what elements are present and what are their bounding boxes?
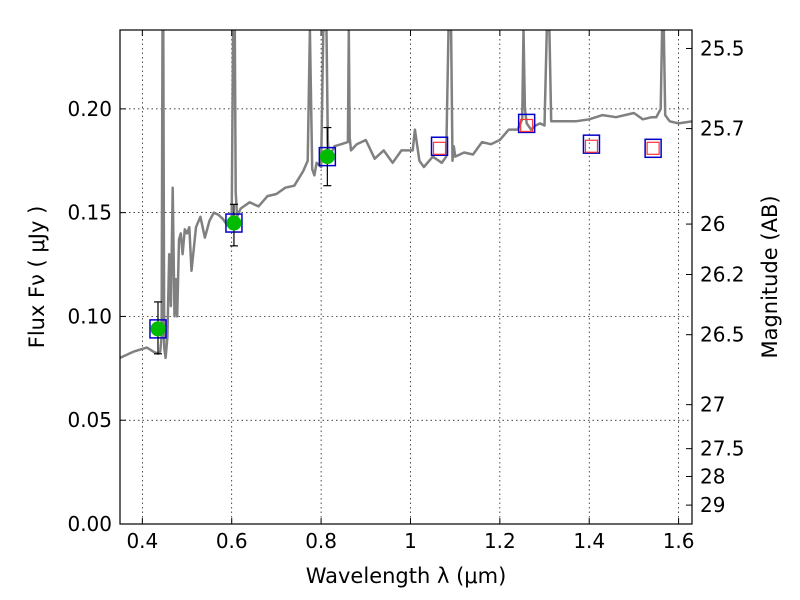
blue-square-marker — [517, 113, 536, 134]
right-tick-label: 26.2 — [700, 263, 745, 287]
x-tick-label: 1 — [404, 529, 417, 553]
green-circle-marker — [226, 215, 242, 231]
y-tick-label: 0.10 — [67, 304, 112, 328]
right-tick-label: 28 — [700, 464, 725, 488]
red-square-marker — [432, 141, 447, 155]
y-tick-label: 0.00 — [67, 512, 112, 536]
x-tick-label: 1.2 — [484, 529, 516, 553]
y-tick-label: 0.15 — [67, 201, 112, 225]
right-tick-label: 29 — [700, 493, 725, 517]
spectrum-line — [120, 30, 692, 360]
right-axis-label: Magnitude (AB) — [758, 195, 782, 358]
y-tick-label: 0.05 — [67, 408, 112, 432]
red-square-marker — [646, 141, 660, 155]
spectrum-series — [120, 30, 692, 360]
right-tick-label: 25.7 — [700, 117, 745, 141]
axis-ticks: 0.4 0.6 0.8 1 1.2 1.4 1.6 0.00 0.05 0.10 0.15 0.20 2… — [67, 30, 745, 553]
grid — [120, 30, 692, 525]
blue-square-marker — [430, 136, 449, 156]
x-tick-label: 1.6 — [663, 529, 695, 553]
green-circle-marker — [319, 149, 335, 165]
right-tick-label: 27 — [700, 393, 725, 417]
x-tick-label: 0.6 — [216, 529, 248, 553]
x-tick-label: 0.8 — [305, 529, 337, 553]
right-tick-label: 26.5 — [700, 323, 745, 347]
x-axis-label: Wavelength λ (μm) — [306, 564, 507, 588]
red-square-marker — [520, 118, 534, 133]
plot-frame — [119, 29, 693, 525]
x-tick-label: 0.4 — [126, 529, 158, 553]
red-square-marker — [584, 139, 599, 153]
y-tick-label: 0.20 — [67, 97, 112, 121]
photometry-markers — [149, 113, 662, 355]
blue-square-marker — [582, 134, 601, 154]
right-tick-label: 27.5 — [700, 437, 745, 461]
right-tick-label: 25.5 — [700, 36, 745, 60]
y-axis-label: Flux Fν ( μJy ) — [25, 206, 49, 349]
right-tick-label: 26 — [700, 212, 725, 236]
blue-square-marker — [644, 138, 662, 159]
green-circle-marker — [150, 321, 166, 337]
x-tick-label: 1.4 — [573, 529, 605, 553]
